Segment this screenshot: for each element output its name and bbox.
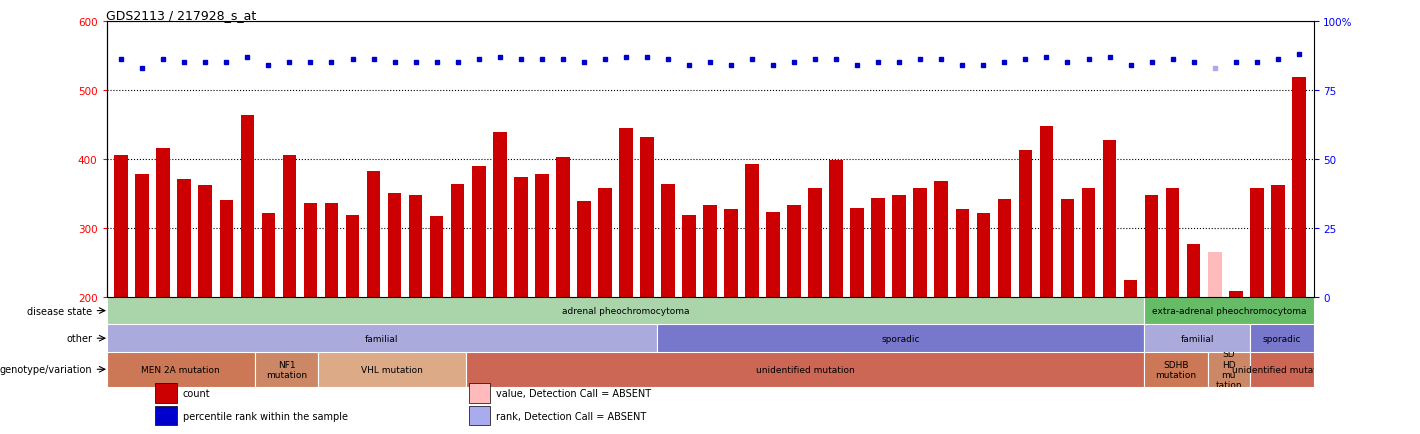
Bar <box>1208 252 1221 297</box>
Text: VHL mutation: VHL mutation <box>362 365 423 374</box>
Bar <box>1250 188 1264 297</box>
Bar <box>1187 244 1200 297</box>
Text: SD
HD
mu
tation: SD HD mu tation <box>1216 349 1242 389</box>
Bar <box>746 164 758 297</box>
Bar <box>892 195 906 297</box>
Text: familial: familial <box>1180 334 1214 343</box>
Bar <box>808 188 822 297</box>
Text: unidentified mutation: unidentified mutation <box>755 365 855 374</box>
Bar <box>1123 281 1137 297</box>
Bar <box>662 185 674 297</box>
Bar <box>388 193 402 297</box>
Text: unidentified mutation: unidentified mutation <box>1233 365 1331 374</box>
Bar <box>682 216 696 297</box>
Bar <box>1166 188 1180 297</box>
Bar <box>1292 78 1305 297</box>
Text: GDS2113 / 217928_s_at: GDS2113 / 217928_s_at <box>106 9 257 22</box>
Bar <box>254 352 318 387</box>
Bar <box>178 179 192 297</box>
Bar <box>619 129 633 297</box>
Text: rank, Detection Call = ABSENT: rank, Detection Call = ABSENT <box>497 411 646 421</box>
Bar <box>261 213 275 297</box>
Bar <box>787 206 801 297</box>
Bar <box>724 210 738 297</box>
Text: percentile rank within the sample: percentile rank within the sample <box>183 411 348 421</box>
Text: extra-adrenal pheochromocytoma: extra-adrenal pheochromocytoma <box>1152 306 1306 316</box>
Bar <box>557 158 569 297</box>
Bar <box>1271 186 1285 297</box>
Text: NF1
mutation: NF1 mutation <box>266 360 307 379</box>
Bar <box>1018 151 1032 297</box>
Bar <box>956 210 970 297</box>
Bar <box>1082 188 1095 297</box>
Bar <box>577 201 591 297</box>
Bar <box>345 215 359 297</box>
Bar <box>1250 325 1314 352</box>
Bar <box>199 186 212 297</box>
Bar <box>366 172 381 297</box>
Bar <box>640 138 653 297</box>
Bar <box>155 406 176 425</box>
Bar <box>1145 352 1207 387</box>
Bar <box>703 206 717 297</box>
Bar <box>469 384 490 403</box>
Bar <box>106 325 657 352</box>
Bar <box>913 189 927 297</box>
Bar <box>1250 352 1314 387</box>
Bar <box>934 181 949 297</box>
Text: disease state: disease state <box>27 306 92 316</box>
Bar <box>106 352 254 387</box>
Bar <box>220 201 233 297</box>
Bar <box>1145 196 1159 297</box>
Bar <box>1039 127 1054 297</box>
Bar <box>535 174 548 297</box>
Bar <box>493 132 507 297</box>
Bar <box>598 188 612 297</box>
Text: SDHB
mutation: SDHB mutation <box>1156 360 1197 379</box>
Bar <box>471 167 486 297</box>
Text: sporadic: sporadic <box>882 334 920 343</box>
Bar <box>115 156 128 297</box>
Bar <box>1061 200 1075 297</box>
Text: adrenal pheochromocytoma: adrenal pheochromocytoma <box>561 306 689 316</box>
Bar <box>1145 297 1314 325</box>
Bar <box>998 199 1011 297</box>
Text: value, Detection Call = ABSENT: value, Detection Call = ABSENT <box>497 388 652 398</box>
Bar <box>106 297 1145 325</box>
Bar <box>657 325 1145 352</box>
Bar <box>283 155 297 297</box>
Bar <box>325 204 338 297</box>
Bar <box>318 352 467 387</box>
Bar <box>977 213 990 297</box>
Bar <box>1228 291 1242 297</box>
Bar <box>1145 325 1250 352</box>
Bar <box>155 384 176 403</box>
Text: count: count <box>183 388 210 398</box>
Bar <box>1207 352 1250 387</box>
Bar <box>156 148 170 297</box>
Bar <box>1103 141 1116 297</box>
Bar <box>467 352 1145 387</box>
Text: sporadic: sporadic <box>1262 334 1301 343</box>
Bar <box>240 116 254 297</box>
Bar <box>469 406 490 425</box>
Text: MEN 2A mutation: MEN 2A mutation <box>141 365 220 374</box>
Bar <box>304 204 317 297</box>
Bar <box>872 199 885 297</box>
Bar <box>409 196 422 297</box>
Text: genotype/variation: genotype/variation <box>0 365 92 375</box>
Bar <box>430 217 443 297</box>
Text: familial: familial <box>365 334 399 343</box>
Bar <box>851 208 863 297</box>
Bar <box>135 174 149 297</box>
Bar <box>829 161 843 297</box>
Text: other: other <box>65 333 92 343</box>
Bar <box>514 178 528 297</box>
Bar <box>767 212 780 297</box>
Bar <box>450 185 464 297</box>
